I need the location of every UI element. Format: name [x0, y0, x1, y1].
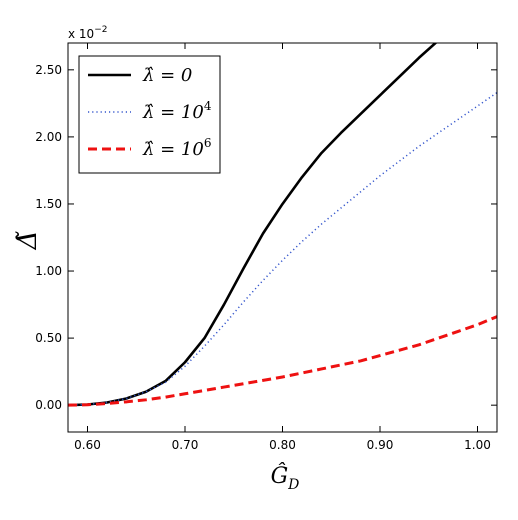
legend: λ̂ = 0 λ̂ = 104 λ̂ = 106 [78, 55, 221, 174]
scale-multiplier-label: x 10−2 [68, 25, 107, 41]
legend-label-2: λ̂ = 104 [142, 99, 212, 123]
x-tick-label: 0.90 [367, 438, 394, 452]
y-tick-label: 1.50 [35, 197, 62, 211]
y-axis-title: Δ̃ [13, 231, 43, 251]
ticks-layer: 0.60 0.70 0.80 0.90 1.00 0.00 0.50 1.00 1.50 2.00… [35, 43, 497, 452]
legend-label-1: λ̂ = 0 [142, 65, 192, 86]
series-line-3 [68, 315, 497, 407]
y-tick-label: 0.50 [35, 331, 62, 345]
x-tick-label: 0.70 [172, 438, 199, 452]
plot-frame [67, 42, 498, 433]
series-layer [68, 43, 497, 407]
x-axis-title: ĜD [271, 462, 300, 493]
x-tick-label: 1.00 [464, 438, 491, 452]
legend-label-3: λ̂ = 106 [142, 136, 211, 160]
x-tick-label: 0.60 [74, 438, 101, 452]
y-tick-label: 1.00 [35, 264, 62, 278]
y-tick-label: 2.50 [35, 63, 62, 77]
x-tick-label: 0.80 [269, 438, 296, 452]
y-tick-label: 0.00 [35, 398, 62, 412]
series-line-1 [68, 43, 438, 407]
y-tick-label: 2.00 [35, 130, 62, 144]
